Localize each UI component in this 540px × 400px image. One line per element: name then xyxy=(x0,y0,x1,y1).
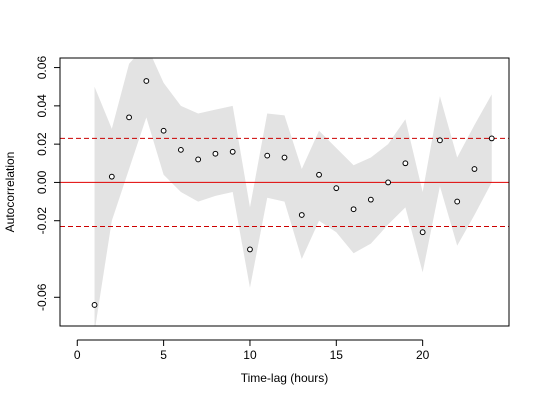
y-tick-label: 0.04 xyxy=(35,94,49,118)
data-point xyxy=(229,148,236,155)
data-point xyxy=(437,137,443,144)
x-tick-label: 15 xyxy=(330,348,344,362)
data-point xyxy=(333,185,340,192)
y-axis: -0.06 -0.02 0.00 0.02 0.04 0.06 xyxy=(35,56,61,311)
data-point xyxy=(264,152,271,159)
data-point xyxy=(195,156,202,163)
data-point xyxy=(247,246,253,253)
x-tick-label: 10 xyxy=(243,348,257,362)
data-point xyxy=(350,206,357,213)
y-tick-label: 0.00 xyxy=(35,170,49,194)
confidence-band xyxy=(94,58,492,326)
y-tick-label: -0.02 xyxy=(35,207,49,235)
data-point xyxy=(177,146,184,153)
x-axis-title: Time-lag (hours) xyxy=(241,371,329,385)
data-point xyxy=(367,196,374,203)
y-axis-title: Autocorrelation xyxy=(3,152,17,233)
data-point xyxy=(143,78,150,84)
y-tick-label: -0.06 xyxy=(35,283,49,311)
data-point xyxy=(160,127,167,134)
x-tick-label: 0 xyxy=(74,348,81,362)
data-point xyxy=(212,150,219,157)
data-point xyxy=(91,302,98,308)
y-tick-label: 0.02 xyxy=(35,132,49,156)
data-point xyxy=(402,160,409,167)
data-point xyxy=(471,166,478,172)
x-axis: 0 5 10 15 20 xyxy=(74,339,430,362)
x-tick-label: 5 xyxy=(160,348,167,362)
data-point xyxy=(298,212,305,218)
data-point xyxy=(454,198,461,205)
reference-lines xyxy=(60,137,509,227)
data-point xyxy=(281,154,288,161)
x-tick-label: 20 xyxy=(416,348,430,362)
data-point xyxy=(385,179,392,186)
data-point xyxy=(126,114,132,121)
data-point xyxy=(488,135,495,142)
data-point xyxy=(108,173,115,180)
data-point xyxy=(316,171,322,178)
data-point xyxy=(419,229,426,236)
band-area xyxy=(94,58,492,326)
y-tick-label: 0.06 xyxy=(35,56,49,80)
data-points xyxy=(91,78,495,308)
